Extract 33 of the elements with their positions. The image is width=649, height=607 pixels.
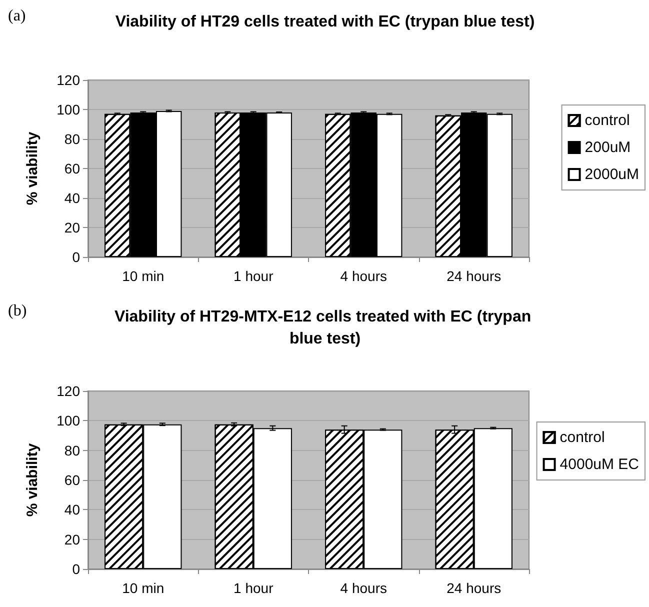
- y-tick-label: 80: [64, 131, 80, 147]
- y-tick-label: 100: [56, 102, 80, 118]
- chart-title: Viability of HT29 cells treated with EC (trypan blue test): [115, 14, 535, 30]
- x-tick-label: 24 hours: [446, 268, 502, 284]
- x-tick-label: 1 hour: [234, 268, 274, 284]
- chart-title: Viability of HT29-MTX-E12 cells treated with EC (trypan blue test): [114, 308, 536, 348]
- x-tick-label: 4 hours: [340, 580, 387, 596]
- legend-label: 200uM: [584, 139, 631, 156]
- x-tick-label: 10 min: [122, 268, 164, 284]
- y-tick-label: 20: [64, 531, 80, 548]
- y-axis-title: % viability: [24, 131, 41, 206]
- text: (a): [8, 8, 26, 24]
- y-tick-label: 40: [64, 190, 80, 206]
- x-tick-label: 24 hours: [446, 580, 502, 596]
- legend-label: 2000uM: [584, 166, 640, 183]
- y-tick-label: 0: [72, 249, 80, 265]
- y-axis-title: % viability: [24, 442, 41, 517]
- y-tick-label: 100: [56, 412, 80, 429]
- x-tick-label: 1 hour: [234, 580, 274, 596]
- legend-label: control: [584, 112, 630, 129]
- legend-label: control: [560, 429, 605, 446]
- y-tick-label: 40: [64, 502, 80, 518]
- x-tick-label: 4 hours: [340, 268, 387, 284]
- y-tick-label: 60: [64, 160, 80, 176]
- legend-label: 4000uM EC: [560, 456, 640, 473]
- y-tick-label: 0: [72, 561, 80, 577]
- text: (b): [8, 302, 27, 320]
- y-tick-label: 20: [64, 220, 80, 236]
- y-tick-label: 120: [56, 383, 80, 399]
- y-tick-label: 60: [64, 472, 80, 488]
- y-tick-label: 80: [64, 442, 80, 458]
- x-tick-label: 10 min: [122, 580, 164, 596]
- y-tick-label: 120: [56, 72, 80, 88]
